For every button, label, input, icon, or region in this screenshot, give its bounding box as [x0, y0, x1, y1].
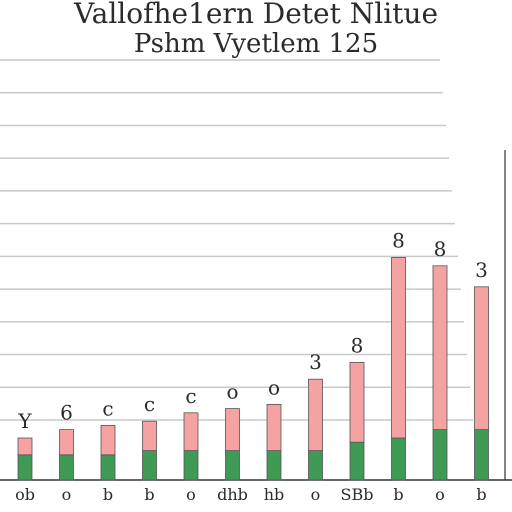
bar-segment-upper — [474, 286, 489, 430]
data-label: 8 — [392, 228, 405, 252]
data-label: 8 — [351, 333, 364, 357]
data-label: Y — [17, 409, 32, 433]
bar-segment-lower — [59, 454, 74, 481]
bar-segment-lower — [266, 450, 282, 481]
x-tick-label: hb — [264, 485, 285, 504]
bar-segment-upper — [266, 403, 282, 451]
x-tick-label: o — [186, 485, 196, 504]
bar-segment-upper — [391, 256, 406, 439]
data-label: c — [185, 384, 196, 408]
chart-title: Vallofhe1ern Detet Nlitue — [73, 0, 439, 28]
x-tick-label: ob — [15, 485, 35, 504]
bar-segment-upper — [142, 420, 157, 452]
data-label: o — [268, 375, 280, 399]
chart-subtitle: Pshm Vyetlem 125 — [133, 30, 379, 58]
data-label: 8 — [434, 237, 447, 261]
data-label: o — [226, 380, 238, 404]
bar-segment-lower — [391, 437, 406, 481]
bar-segment-upper — [225, 408, 240, 452]
bar-segment-upper — [100, 424, 116, 456]
x-tick-label: dhb — [217, 485, 248, 504]
data-label: c — [144, 392, 155, 416]
data-label: 3 — [475, 258, 488, 282]
bar-segment-upper — [183, 412, 199, 451]
bar-segment-lower — [142, 450, 157, 481]
bar-segment-lower — [349, 441, 365, 481]
bar-segment-lower — [225, 450, 240, 481]
x-tick-label: b — [103, 485, 113, 504]
bar-segment-upper — [349, 361, 365, 443]
data-label: 3 — [309, 350, 322, 374]
data-label: 6 — [60, 401, 73, 425]
x-tick-label: o — [62, 485, 72, 504]
bar-segment-upper — [17, 437, 33, 456]
bar-segment-lower — [308, 450, 323, 481]
bar-segment-lower — [183, 450, 199, 481]
x-tick-label: b — [393, 485, 403, 504]
data-label: c — [102, 396, 113, 420]
bar-segment-upper — [432, 265, 448, 430]
x-tick-label: b — [144, 485, 154, 504]
bar-segment-lower — [17, 454, 33, 481]
x-tick-label: o — [311, 485, 321, 504]
bar-segment-lower — [100, 454, 116, 481]
x-tick-label: b — [476, 485, 486, 504]
bar-segment-upper — [59, 429, 74, 456]
bar-segment-lower — [432, 429, 448, 481]
x-tick-label: SBb — [341, 485, 374, 504]
x-tick-label: o — [435, 485, 445, 504]
bar-segment-upper — [308, 378, 323, 452]
bar-segment-lower — [474, 429, 489, 481]
